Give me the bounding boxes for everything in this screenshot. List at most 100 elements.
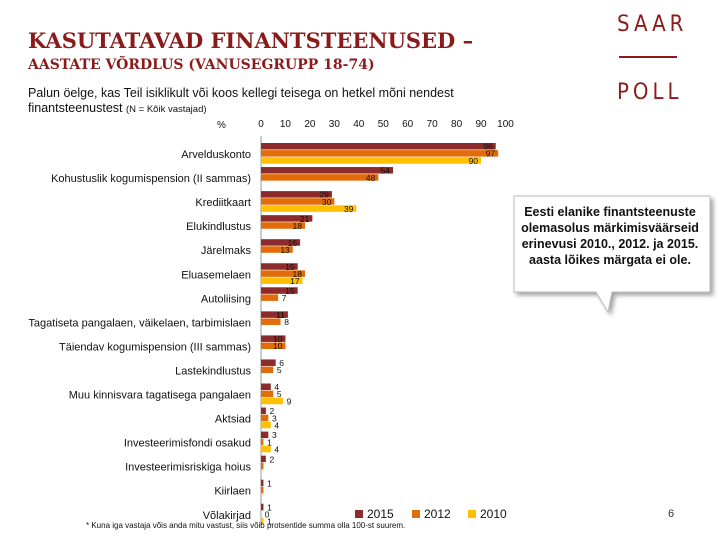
logo-divider — [619, 56, 677, 58]
x-tick-label: 30 — [329, 119, 341, 130]
bar-2012-investeerimisriskiga-hoius — [261, 462, 264, 470]
legend-swatch-2015 — [355, 510, 363, 518]
legend-label-2010: 2010 — [480, 507, 507, 521]
data-label-2015-eluasemelaen: 15 — [285, 262, 295, 272]
bar-2015-investeerimisriskiga-hoius — [261, 455, 266, 463]
bar-2015-krediitkaart — [261, 191, 332, 198]
legend-swatch-2010 — [468, 510, 476, 518]
data-label-2012-muu-kinnisvara-tagatisega-pangalaen: 5 — [277, 389, 282, 399]
bar-2012-eluasemelaen — [261, 270, 306, 277]
x-tick-label: 80 — [451, 119, 463, 130]
bar-2012-arvelduskonto — [261, 150, 499, 157]
data-label-2012-lastekindlustus: 5 — [277, 365, 282, 375]
data-label-2012-taiendav-kogumispension-iii-sammas: 10 — [273, 341, 283, 351]
x-tick-label: 90 — [475, 119, 487, 130]
logo-word-bottom: POLL — [617, 80, 683, 105]
footnote: * Kuna iga vastaja võis anda mitu vastus… — [86, 521, 406, 530]
bar-2012-tagatiseta-pangalaen-vaikelaen-tarbimislaen — [261, 318, 281, 325]
slide-title: KASUTATAVAD FINANTSTEENUSED – — [28, 28, 474, 53]
x-tick-label: 0 — [258, 119, 264, 130]
question-note: (N = Kõik vastajad) — [126, 104, 207, 115]
bar-2012-elukindlustus — [261, 222, 306, 229]
data-label-2015-krediitkaart: 29 — [319, 190, 329, 200]
category-label-volakirjad: Võlakirjad — [203, 510, 251, 522]
legend-label-2015: 2015 — [367, 507, 394, 521]
bar-2010-investeerimisfondi-osakud — [261, 445, 271, 453]
x-tick-label: 10 — [280, 119, 292, 130]
page-number: 6 — [668, 508, 675, 520]
data-label-2015-autoliising: 15 — [285, 286, 295, 296]
category-label-arvelduskonto: Arvelduskonto — [181, 149, 251, 161]
category-label-kiirlaen: Kiirlaen — [214, 486, 251, 498]
category-label-investeerimisfondi-osakud: Investeerimisfondi osakud — [124, 438, 251, 450]
bar-2010-muu-kinnisvara-tagatisega-pangalaen — [261, 397, 284, 405]
bar-2010-volakirjad — [261, 517, 264, 525]
bar-2015-jarelmaks — [261, 239, 301, 246]
category-label-eluasemelaen: Eluasemelaen — [181, 269, 251, 281]
x-tick-label: 100 — [497, 119, 514, 130]
bar-2015-tagatiseta-pangalaen-vaikelaen-tarbimislaen — [261, 311, 288, 318]
logo-word-top: SAAR — [617, 12, 688, 37]
legend-item-2012: 2012 — [412, 507, 451, 521]
legend-item-2010: 2010 — [468, 507, 507, 521]
data-label-2015-kiirlaen: 1 — [267, 478, 272, 488]
bar-2015-eluasemelaen — [261, 263, 298, 270]
category-label-aktsiad: Aktsiad — [215, 414, 251, 426]
data-label-2015-elukindlustus: 21 — [300, 214, 310, 224]
survey-question: Palun öelge, kas Teil isiklikult või koo… — [28, 86, 488, 117]
bar-2015-muu-kinnisvara-tagatisega-pangalaen — [261, 383, 271, 390]
bar-2015-taiendav-kogumispension-iii-sammas — [261, 335, 286, 342]
data-label-2015-aktsiad: 2 — [270, 406, 275, 416]
category-label-krediitkaart: Krediitkaart — [195, 197, 251, 209]
data-label-2015-muu-kinnisvara-tagatisega-pangalaen: 4 — [274, 382, 279, 392]
data-label-2012-arvelduskonto: 97 — [486, 149, 496, 159]
bar-2012-muu-kinnisvara-tagatisega-pangalaen — [261, 390, 274, 398]
legend-label-2012: 2012 — [424, 507, 451, 521]
bar-2012-autoliising — [261, 294, 279, 301]
bar-2015-aktsiad — [261, 407, 266, 415]
bar-2012-kohustuslik-kogumispension-ii-sammas — [261, 174, 379, 181]
category-label-jarelmaks: Järelmaks — [201, 245, 252, 257]
data-label-2015-tagatiseta-pangalaen-vaikelaen-tarbimislaen: 11 — [276, 310, 285, 320]
data-label-2012-investeerimisfondi-osakud: 1 — [267, 437, 272, 447]
data-label-2010-krediitkaart: 39 — [344, 204, 354, 214]
data-label-2015-arvelduskonto: 96 — [483, 142, 493, 152]
category-label-taiendav-kogumispension-iii-sammas: Täiendav kogumispension (III sammas) — [59, 341, 251, 353]
legend-item-2015: 2015 — [355, 507, 394, 521]
callout-text: Eesti elanike finantsteenuste olemasolus… — [521, 205, 699, 267]
x-tick-label: 20 — [304, 119, 316, 130]
bar-2012-lastekindlustus — [261, 366, 274, 374]
category-label-kohustuslik-kogumispension-ii-sammas: Kohustuslik kogumispension (II sammas) — [51, 173, 251, 185]
data-label-2012-kohustuslik-kogumispension-ii-sammas: 48 — [366, 173, 376, 183]
category-label-lastekindlustus: Lastekindlustus — [175, 365, 251, 377]
bar-2015-kohustuslik-kogumispension-ii-sammas — [261, 167, 394, 174]
data-label-2015-investeerimisriskiga-hoius: 2 — [270, 454, 275, 464]
question-text: Palun öelge, kas Teil isiklikult või koo… — [28, 86, 454, 115]
bar-2015-elukindlustus — [261, 215, 313, 222]
bar-2012-jarelmaks — [261, 246, 293, 253]
bar-2010-krediitkaart — [261, 205, 357, 212]
x-tick-label: 60 — [402, 119, 414, 130]
data-label-2015-jarelmaks: 16 — [288, 238, 298, 248]
legend-swatch-2012 — [412, 510, 420, 518]
percent-axis-label: % — [217, 120, 226, 131]
bar-2015-volakirjad — [261, 503, 264, 511]
data-label-2015-kohustuslik-kogumispension-ii-sammas: 54 — [381, 166, 391, 176]
data-label-2010-muu-kinnisvara-tagatisega-pangalaen: 9 — [287, 396, 292, 406]
data-label-2012-aktsiad: 3 — [272, 413, 277, 423]
slide-subtitle: AASTATE VÕRDLUS (VANUSEGRUPP 18-74) — [28, 57, 375, 73]
bar-2012-aktsiad — [261, 414, 269, 422]
data-label-2015-lastekindlustus: 6 — [279, 358, 284, 368]
data-label-2010-aktsiad: 4 — [274, 420, 279, 430]
bar-2010-arvelduskonto — [261, 157, 482, 164]
bar-2012-kiirlaen — [261, 486, 264, 494]
x-tick-label: 50 — [378, 119, 390, 130]
data-label-2012-krediitkaart: 30 — [322, 197, 332, 207]
category-label-investeerimisriskiga-hoius: Investeerimisriskiga hoius — [125, 462, 251, 474]
bar-2010-aktsiad — [261, 421, 271, 429]
data-label-2012-tagatiseta-pangalaen-vaikelaen-tarbimislaen: 8 — [284, 317, 289, 327]
data-label-2012-autoliising: 7 — [282, 293, 287, 303]
bar-2012-investeerimisfondi-osakud — [261, 438, 264, 446]
data-label-2015-volakirjad: 1 — [267, 502, 272, 512]
